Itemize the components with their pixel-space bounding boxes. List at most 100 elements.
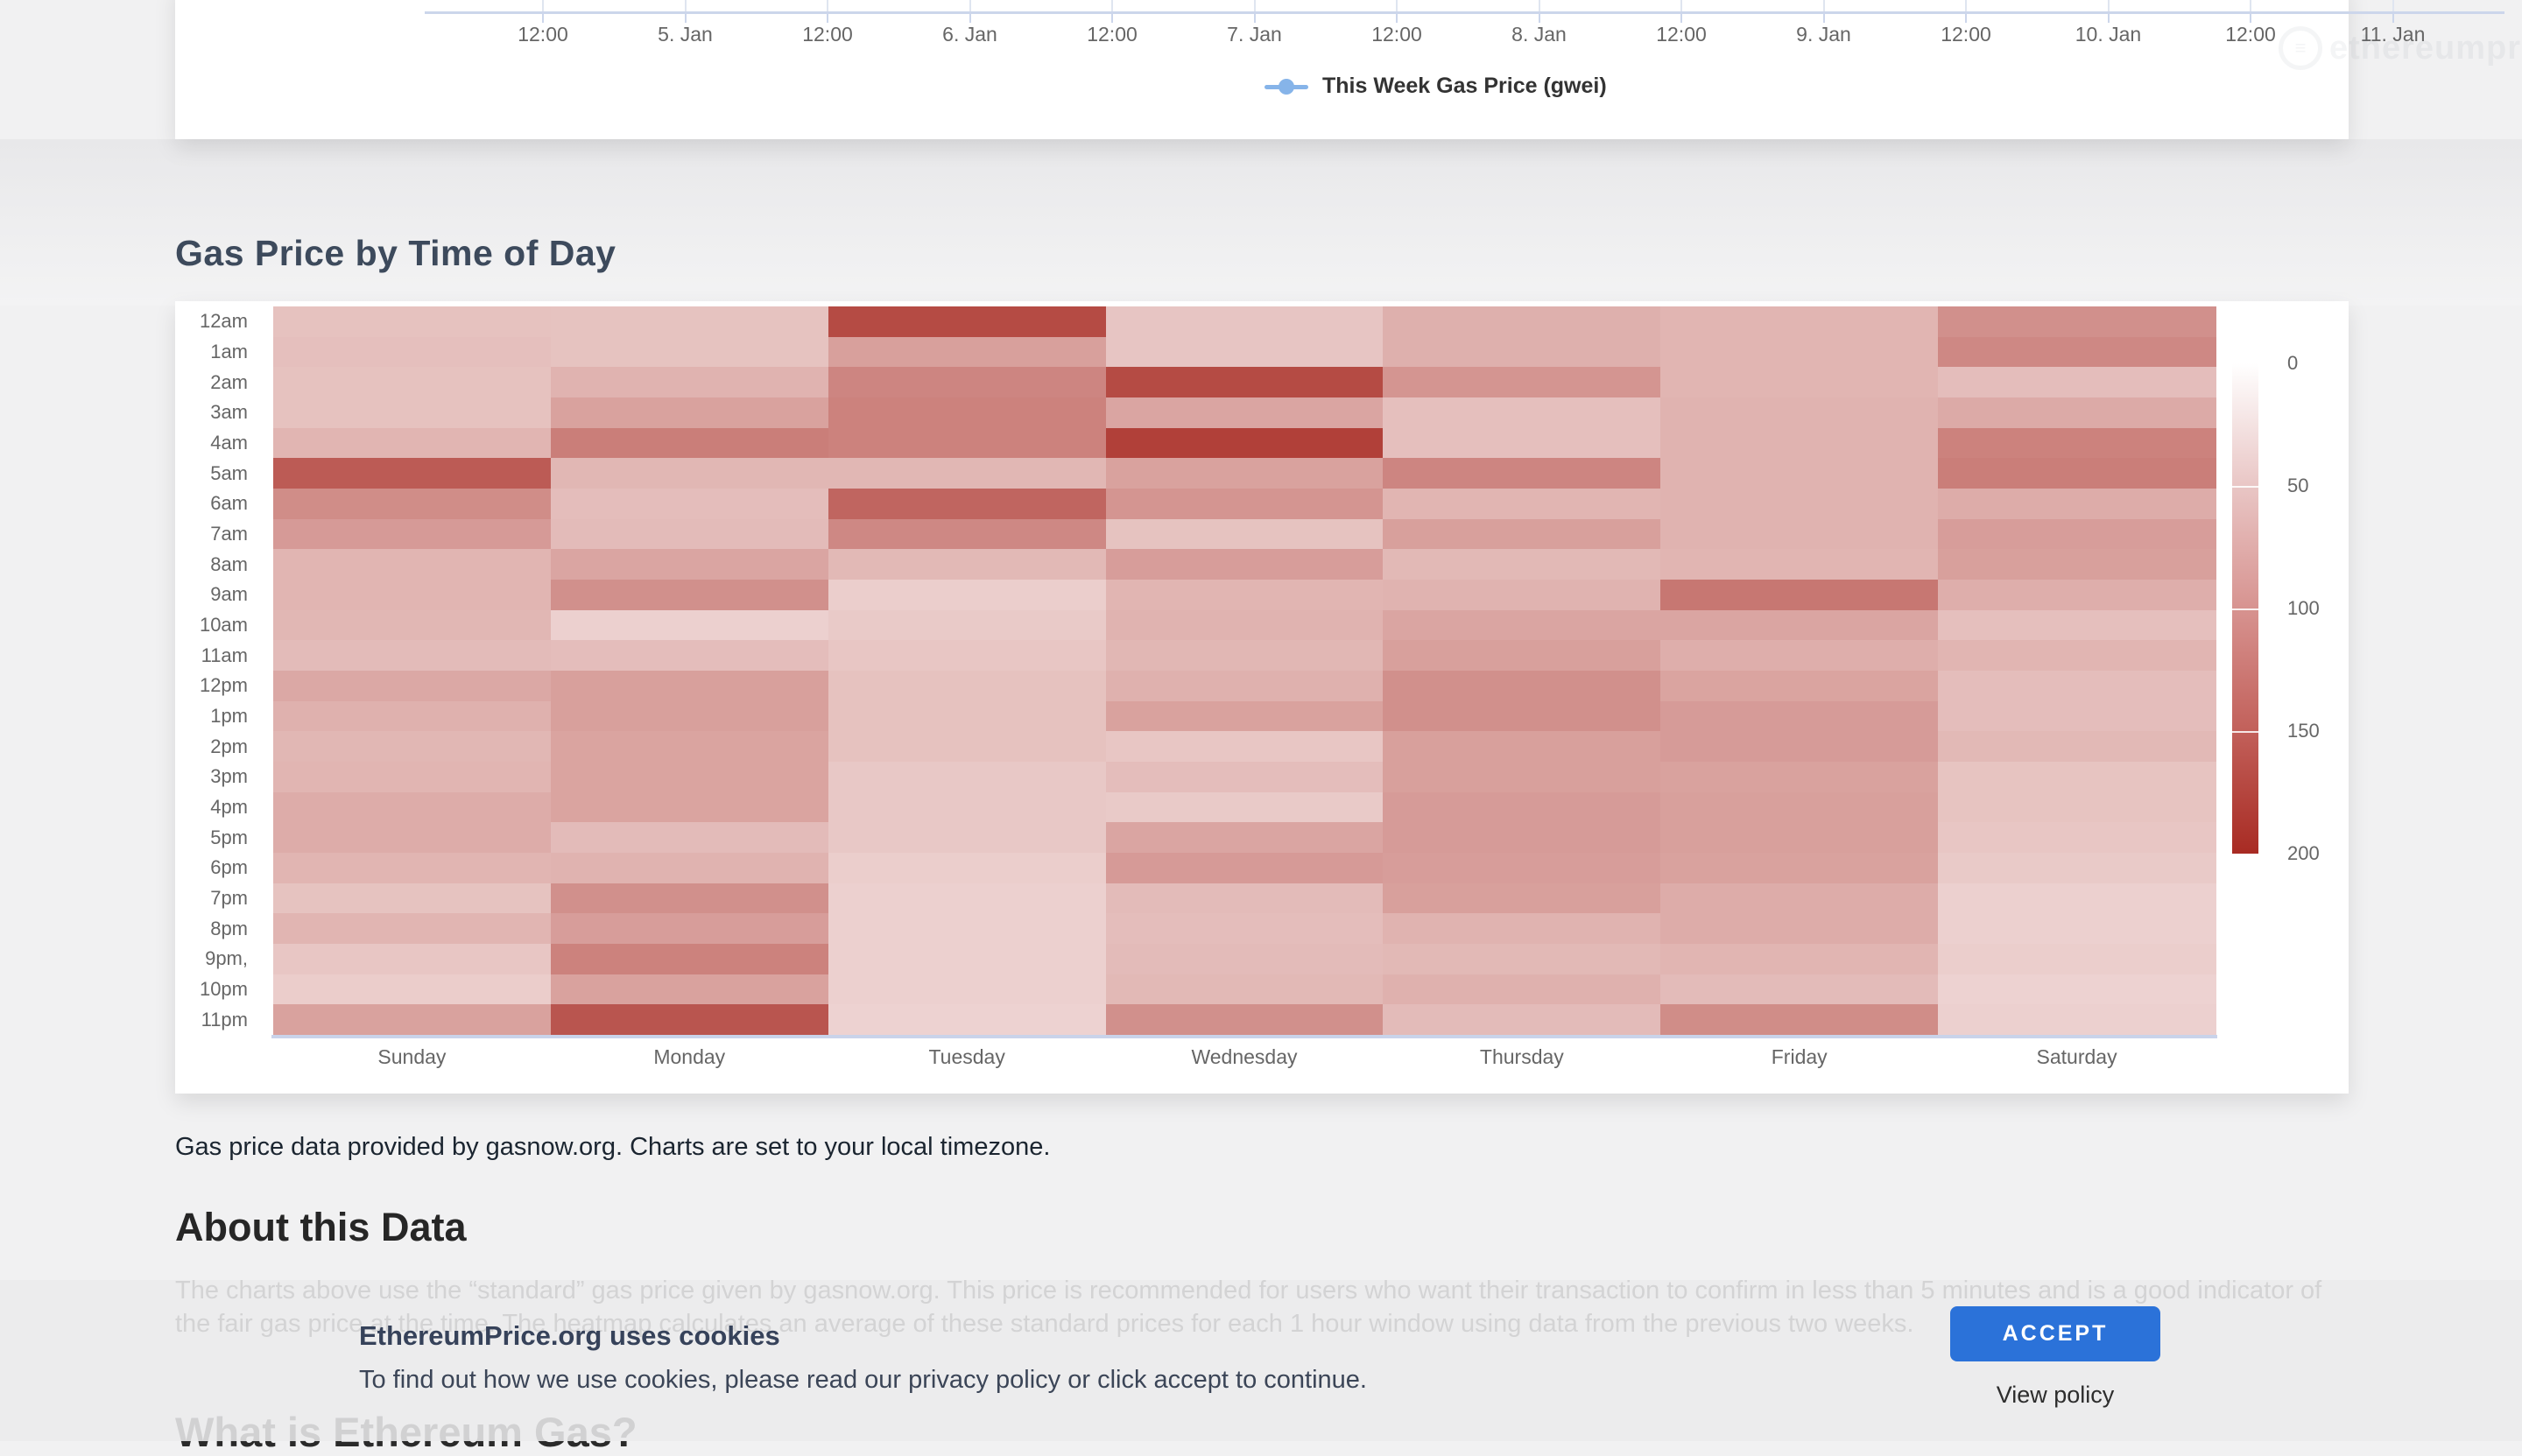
heatmap-cell[interactable] [1105, 913, 1384, 945]
heatmap-cell[interactable] [1105, 336, 1384, 369]
heatmap-cell[interactable] [1105, 397, 1384, 429]
heatmap-cell[interactable] [1383, 913, 1662, 945]
heatmap-cell[interactable] [828, 791, 1107, 824]
heatmap-cell[interactable] [1660, 336, 1940, 369]
heatmap-cell[interactable] [273, 518, 552, 551]
heatmap-cell[interactable] [1938, 822, 2216, 854]
heatmap-cell[interactable] [1105, 306, 1384, 338]
heatmap-cell[interactable] [273, 913, 552, 945]
heatmap-cell[interactable] [273, 306, 552, 338]
heatmap-cell[interactable] [1660, 518, 1940, 551]
heatmap-cell[interactable] [1383, 731, 1662, 763]
heatmap-cell[interactable] [1938, 306, 2216, 338]
heatmap-cell[interactable] [828, 518, 1107, 551]
heatmap-cell[interactable] [1105, 671, 1384, 702]
heatmap-cell[interactable] [1938, 700, 2216, 733]
heatmap-cell[interactable] [1383, 427, 1662, 460]
heatmap-cell[interactable] [550, 974, 829, 1006]
heatmap-cell[interactable] [1660, 944, 1940, 975]
heatmap-cell[interactable] [273, 944, 552, 975]
heatmap-cell[interactable] [273, 822, 552, 854]
heatmap-cell[interactable] [1938, 336, 2216, 369]
heatmap-cell[interactable] [828, 549, 1107, 580]
heatmap-cell[interactable] [828, 731, 1107, 763]
heatmap-cell[interactable] [1660, 580, 1940, 611]
heatmap-cell[interactable] [1383, 853, 1662, 884]
heatmap-cell[interactable] [1938, 791, 2216, 824]
privacy-policy-link[interactable]: privacy policy [908, 1366, 1061, 1394]
heatmap-cell[interactable] [1938, 640, 2216, 672]
heatmap-cell[interactable] [273, 336, 552, 369]
heatmap-cell[interactable] [1660, 367, 1940, 398]
heatmap-cell[interactable] [1383, 336, 1662, 369]
heatmap-cell[interactable] [1660, 397, 1940, 429]
heatmap-cell[interactable] [1105, 1004, 1384, 1036]
heatmap-cell[interactable] [1105, 518, 1384, 551]
heatmap-cell[interactable] [550, 671, 829, 702]
heatmap-cell[interactable] [1105, 367, 1384, 398]
heatmap-cell[interactable] [273, 671, 552, 702]
heatmap-cell[interactable] [1660, 458, 1940, 489]
heatmap-cell[interactable] [550, 822, 829, 854]
view-policy-link[interactable]: View policy [1996, 1382, 2115, 1408]
heatmap-cell[interactable] [1105, 458, 1384, 489]
heatmap-cell[interactable] [1660, 671, 1940, 702]
heatmap-cell[interactable] [828, 671, 1107, 702]
heatmap-cell[interactable] [1660, 974, 1940, 1006]
heatmap-cell[interactable] [550, 367, 829, 398]
heatmap-cell[interactable] [1383, 700, 1662, 733]
heatmap-cell[interactable] [828, 1004, 1107, 1036]
heatmap-cell[interactable] [1383, 671, 1662, 702]
heatmap-cell[interactable] [1938, 427, 2216, 460]
heatmap-cell[interactable] [273, 367, 552, 398]
heatmap-cell[interactable] [1938, 944, 2216, 975]
heatmap-cell[interactable] [273, 731, 552, 763]
heatmap-cell[interactable] [1383, 944, 1662, 975]
heatmap-cell[interactable] [1660, 853, 1940, 884]
heatmap-cell[interactable] [273, 974, 552, 1006]
heatmap-cell[interactable] [828, 913, 1107, 945]
heatmap-cell[interactable] [1105, 580, 1384, 611]
heatmap-cell[interactable] [1105, 609, 1384, 642]
heatmap-cell[interactable] [550, 944, 829, 975]
heatmap-cell[interactable] [550, 700, 829, 733]
heatmap-cell[interactable] [1660, 1004, 1940, 1036]
heatmap-cell[interactable] [1105, 489, 1384, 520]
heatmap-cell[interactable] [1383, 489, 1662, 520]
heatmap-cell[interactable] [1383, 549, 1662, 580]
heatmap-cell[interactable] [1383, 640, 1662, 672]
heatmap-cell[interactable] [1383, 974, 1662, 1006]
heatmap-cell[interactable] [828, 883, 1107, 915]
heatmap-cell[interactable] [273, 397, 552, 429]
heatmap-cell[interactable] [1383, 458, 1662, 489]
heatmap-cell[interactable] [1105, 791, 1384, 824]
heatmap-cell[interactable] [550, 489, 829, 520]
heatmap-cell[interactable] [1105, 427, 1384, 460]
heatmap-cell[interactable] [273, 489, 552, 520]
heatmap-cell[interactable] [1660, 762, 1940, 793]
heatmap-cell[interactable] [1938, 671, 2216, 702]
heatmap-cell[interactable] [550, 580, 829, 611]
heatmap-cell[interactable] [1938, 974, 2216, 1006]
heatmap-cell[interactable] [273, 700, 552, 733]
heatmap-cell[interactable] [550, 853, 829, 884]
heatmap-cell[interactable] [1660, 427, 1940, 460]
heatmap-cell[interactable] [1938, 518, 2216, 551]
heatmap-cell[interactable] [273, 609, 552, 642]
heatmap-cell[interactable] [1660, 700, 1940, 733]
heatmap-cell[interactable] [550, 518, 829, 551]
heatmap-cell[interactable] [1105, 762, 1384, 793]
accept-button[interactable]: ACCEPT [1950, 1306, 2160, 1361]
heatmap-cell[interactable] [1938, 883, 2216, 915]
heatmap-cell[interactable] [1105, 640, 1384, 672]
heatmap-cell[interactable] [550, 762, 829, 793]
heatmap-cell[interactable] [1660, 913, 1940, 945]
heatmap-cell[interactable] [1938, 762, 2216, 793]
heatmap-cell[interactable] [1938, 609, 2216, 642]
heatmap-cell[interactable] [1938, 367, 2216, 398]
heatmap-cell[interactable] [828, 974, 1107, 1006]
heatmap-cell[interactable] [273, 580, 552, 611]
heatmap-cell[interactable] [828, 700, 1107, 733]
heatmap-cell[interactable] [1383, 822, 1662, 854]
heatmap-cell[interactable] [1660, 822, 1940, 854]
